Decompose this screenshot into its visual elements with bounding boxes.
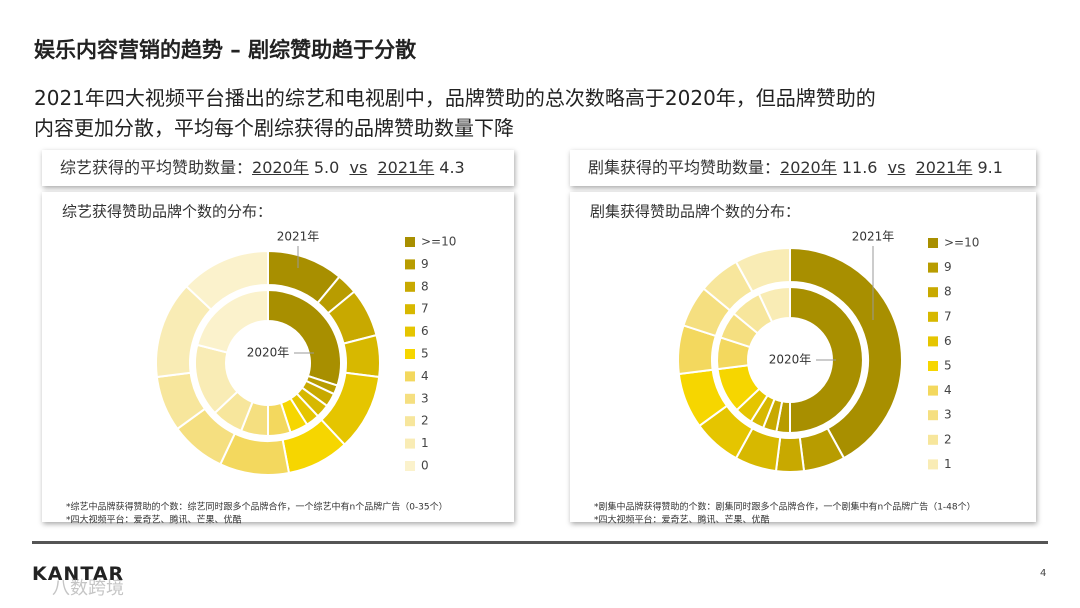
donut-segment	[789, 246, 903, 460]
summary-vs: vs	[887, 158, 906, 177]
summary-label: 剧集获得的平均赞助数量：	[588, 158, 781, 177]
legend-swatch	[928, 385, 938, 396]
legend-swatch	[405, 304, 415, 315]
legend-label: 2	[944, 432, 952, 446]
legend-label: 5	[421, 347, 429, 361]
legend-swatch	[928, 459, 938, 470]
summary-vs: vs	[349, 158, 368, 177]
legend-label: 9	[944, 260, 952, 274]
footnote: *四大视频平台：爱奇艺、腾讯、芒果、优酷	[66, 514, 242, 526]
summary-year: 2021年	[377, 158, 435, 177]
legend-swatch	[405, 438, 415, 449]
logo: KANTAR	[32, 563, 125, 585]
subtitle-line: 2021年四大视频平台播出的综艺和电视剧中，品牌赞助的总次数略高于2020年，但…	[34, 86, 876, 110]
ring-label: 2021年	[277, 230, 320, 244]
legend-swatch	[405, 237, 415, 247]
legend-label: 5	[944, 359, 952, 373]
summary-year: 2021年	[915, 158, 973, 177]
subtitle-line: 内容更加分散，平均每个剧综获得的品牌赞助数量下降	[34, 116, 514, 140]
footer-rule	[32, 541, 1048, 544]
summary-year: 2020年	[252, 158, 309, 177]
chart-subtitle: 综艺获得赞助品牌个数的分布：	[62, 203, 272, 221]
legend-label: 4	[421, 369, 429, 383]
summary-value: 4.3	[439, 158, 465, 177]
legend-label: 6	[421, 324, 429, 338]
legend-swatch	[405, 259, 415, 270]
donut-segment	[757, 285, 791, 324]
ring-label: 2020年	[769, 353, 812, 367]
legend-label: 4	[944, 383, 952, 397]
ring-label: 2021年	[852, 230, 895, 244]
donut-segment	[196, 288, 269, 354]
legend-swatch	[405, 416, 415, 427]
legend-label: >=10	[421, 235, 456, 249]
legend-label: 1	[944, 457, 952, 471]
legend-swatch	[928, 434, 938, 445]
summary-value: 5.0	[313, 158, 340, 177]
summary-value: 11.6	[841, 158, 878, 177]
summary-label: 综艺获得的平均赞助数量：	[60, 158, 253, 177]
page-number: 4	[1040, 568, 1047, 579]
legend-swatch	[928, 238, 938, 248]
legend-swatch	[405, 281, 415, 292]
footnote: *剧集中品牌获得赞助的个数：剧集同时跟多个品牌合作，一个剧集中有n个品牌广告（1…	[594, 501, 976, 513]
legend-swatch	[928, 361, 938, 371]
slide-title: 娱乐内容营销的趋势 – 剧综赞助趋于分散	[34, 38, 417, 62]
donut-segment	[342, 333, 381, 379]
legend-swatch	[928, 410, 938, 421]
legend-swatch	[928, 287, 938, 298]
donut-segment	[734, 246, 791, 294]
legend-swatch	[405, 326, 415, 337]
footnote: *综艺中品牌获得赞助的个数：综艺同时跟多个品牌合作，一个综艺中有n个品牌广告（0…	[66, 501, 448, 513]
legend-label: 6	[944, 334, 952, 348]
legend-label: 0	[421, 459, 429, 473]
legend-swatch	[405, 371, 415, 382]
legend-label: 7	[944, 309, 952, 323]
legend-label: 1	[421, 436, 429, 450]
watermark: 八数跨境	[52, 578, 124, 599]
chart-subtitle: 剧集获得赞助品牌个数的分布：	[590, 203, 800, 221]
summary-box: 综艺获得的平均赞助数量：2020年 5.0 vs 2021年 4.3	[42, 150, 514, 186]
summary-year: 2020年	[780, 158, 837, 177]
summary-value: 9.1	[977, 158, 1003, 177]
legend-label: 8	[944, 285, 952, 299]
legend-swatch	[405, 393, 415, 404]
legend-swatch	[928, 262, 938, 273]
legend-swatch	[928, 311, 938, 322]
footnote: *四大视频平台：爱奇艺、腾讯、芒果、优酷	[594, 514, 770, 526]
legend-label: >=10	[944, 236, 979, 250]
legend-label: 8	[421, 279, 429, 293]
ring-label: 2020年	[247, 346, 290, 360]
donut-segment	[789, 285, 864, 435]
legend-label: 2	[421, 414, 429, 428]
legend-label: 3	[421, 391, 429, 405]
legend-label: 7	[421, 302, 429, 316]
summary-box: 剧集获得的平均赞助数量：2020年 11.6 vs 2021年 9.1	[570, 150, 1036, 186]
legend-label: 3	[944, 408, 952, 422]
donut-segment	[267, 288, 342, 387]
legend-swatch	[928, 336, 938, 347]
legend-swatch	[405, 349, 415, 359]
donut-segment	[184, 249, 269, 312]
legend-swatch	[405, 461, 415, 471]
legend-label: 9	[421, 257, 429, 271]
